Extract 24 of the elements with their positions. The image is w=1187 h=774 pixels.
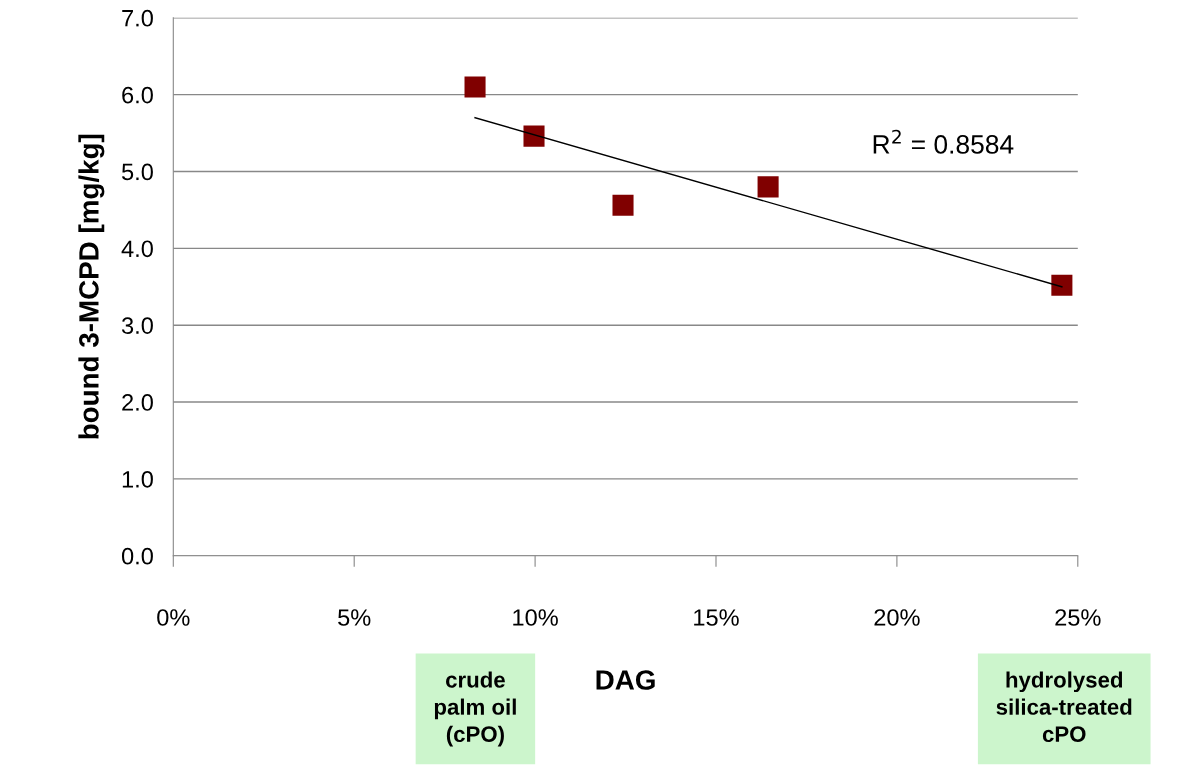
x-tick-label: 25% xyxy=(1055,609,1101,626)
text: hydrolysed silica-treated cPO xyxy=(996,671,1132,743)
y-tick-label: 3.0 xyxy=(121,317,153,334)
x-tick-label: 10% xyxy=(513,609,558,626)
y-tick-label: 1.0 xyxy=(122,470,153,488)
x-axis-title: DAG xyxy=(596,670,655,690)
point xyxy=(464,76,486,98)
y-tick-label: 2.0 xyxy=(122,394,153,411)
y-tick-label: 4.0 xyxy=(121,240,153,258)
point xyxy=(757,176,779,198)
point xyxy=(612,194,634,216)
annotation: R$^{2}$ = 0.8584 xyxy=(873,129,1014,154)
x-tick-label: 5% xyxy=(338,609,371,626)
y-tick-label: 7.0 xyxy=(122,9,153,27)
x-tick-label: 20% xyxy=(874,609,920,626)
x-tick-label: 0% xyxy=(157,609,190,626)
point xyxy=(1051,274,1073,296)
y-tick-label: 6.0 xyxy=(122,86,153,104)
y-tick-label: 5.0 xyxy=(121,163,153,181)
y-tick-label: 0.0 xyxy=(121,547,153,565)
text: crude palm oil (cPO) xyxy=(434,671,516,747)
x-tick-label: 15% xyxy=(694,609,739,626)
point xyxy=(523,125,545,147)
y-axis-title: bound 3-MCPD [mg/kg] xyxy=(78,134,105,439)
